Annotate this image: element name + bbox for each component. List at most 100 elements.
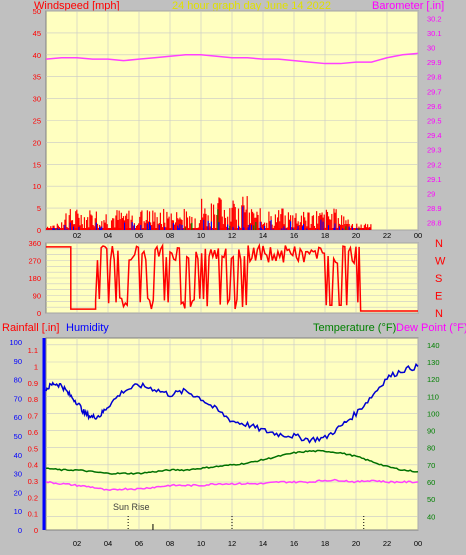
- dewpoint-axis-label: Dew Point (°F): [396, 322, 466, 334]
- x-tick-label: 16: [290, 539, 298, 548]
- x-tick-label: 04: [104, 539, 112, 548]
- barometer-tick-label: 29.3: [427, 146, 442, 155]
- humidity-tick-label: 90: [14, 357, 22, 366]
- sunrise-label: Sun Rise: [113, 502, 150, 512]
- rainfall-tick-label: 0.2: [28, 493, 38, 502]
- x-tick-label: 20: [352, 231, 360, 240]
- humidity-tick-label: 60: [14, 413, 22, 422]
- direction-tick-label: 180: [28, 274, 41, 283]
- dewpoint-line: [45, 478, 419, 491]
- windspeed-tick-label: 40: [33, 51, 41, 60]
- windspeed-tick-label: 0: [37, 226, 41, 235]
- x-tick-label: 04: [104, 231, 112, 240]
- barometer-line: [45, 52, 419, 65]
- humidity-tick-label: 40: [14, 451, 22, 460]
- wind-time-ticks: 02 04 06 08 10 12 14 16 18 20 22 00: [73, 231, 422, 240]
- windspeed-tick-label: 10: [33, 182, 41, 191]
- temperature-tick-label: 140: [427, 341, 440, 350]
- barometer-tick-label: 29.8: [427, 73, 442, 82]
- humidity-tick-label: 10: [14, 507, 22, 516]
- rainfall-tick-label: 0.1: [28, 510, 38, 519]
- rainfall-tick-label: 1: [34, 363, 38, 372]
- temperature-tick-label: 90: [427, 427, 435, 436]
- temp-time-ticks: 02 04 06 08 10 12 14 16 18 20 22 00: [73, 539, 422, 548]
- temperature-ticks: 40 50 60 70 80 90 100 110 120 130 140: [427, 341, 440, 521]
- direction-tick-label: 270: [28, 257, 41, 266]
- temperature-line: [45, 449, 419, 475]
- x-tick-label: 12: [228, 539, 236, 548]
- barometer-tick-label: 29.9: [427, 58, 442, 67]
- barometer-tick-label: 29.4: [427, 131, 442, 140]
- x-tick-label: 08: [166, 539, 174, 548]
- rainfall-tick-label: 0.9: [28, 379, 38, 388]
- temperature-tick-label: 70: [427, 461, 435, 470]
- x-tick-label: 06: [135, 231, 143, 240]
- humidity-tick-label: 30: [14, 470, 22, 479]
- temperature-tick-label: 40: [427, 512, 435, 521]
- barometer-axis-label: Barometer [.in]: [372, 0, 444, 12]
- rainfall-tick-label: 0.8: [28, 395, 38, 404]
- compass-label: W: [435, 256, 446, 268]
- x-tick-label: 06: [135, 539, 143, 548]
- x-tick-label: 18: [321, 539, 329, 548]
- humidity-line: [45, 362, 419, 444]
- direction-tick-label: 360: [28, 239, 41, 248]
- x-tick-label: 22: [383, 539, 391, 548]
- barometer-tick-label: 29.2: [427, 160, 442, 169]
- x-tick-label: 10: [197, 231, 205, 240]
- rainfall-axis-label: Rainfall [.in]: [2, 322, 59, 334]
- x-tick-label: 14: [259, 231, 267, 240]
- windspeed-axis-label: Windspeed [mph]: [34, 0, 120, 12]
- windspeed-tick-label: 25: [33, 117, 41, 126]
- windspeed-ticks: 0 5 10 15 20 25 30 35 40 45 50: [33, 7, 41, 235]
- windspeed-tick-label: 30: [33, 95, 41, 104]
- barometer-tick-label: 29.5: [427, 117, 442, 126]
- temperature-tick-label: 120: [427, 375, 440, 384]
- rainfall-tick-label: 1.1: [28, 346, 38, 355]
- barometer-tick-label: 30: [427, 44, 435, 53]
- rainfall-tick-label: 0.7: [28, 412, 38, 421]
- temperature-tick-label: 110: [427, 392, 439, 401]
- rainfall-tick-label: 0.6: [28, 428, 38, 437]
- compass-label: S: [435, 273, 442, 285]
- x-tick-label: 02: [73, 539, 81, 548]
- direction-tick-label: 90: [33, 292, 41, 301]
- barometer-tick-label: 28.8: [427, 219, 442, 228]
- temperature-tick-label: 130: [427, 358, 440, 367]
- barometer-ticks: 28.8 28.9 29 29.1 29.2 29.3 29.4 29.5 29.6 29.7 29…: [427, 14, 442, 227]
- wind-direction-line: [46, 242, 418, 312]
- compass-label: E: [435, 291, 442, 303]
- barometer-tick-label: 29: [427, 190, 435, 199]
- humidity-tick-label: 70: [14, 394, 22, 403]
- windspeed-tick-label: 15: [33, 160, 41, 169]
- x-tick-label: 22: [383, 231, 391, 240]
- windspeed-tick-label: 50: [33, 7, 41, 16]
- x-tick-label: 00: [414, 539, 422, 548]
- compass-label: N: [435, 308, 443, 320]
- barometer-tick-label: 29.6: [427, 102, 442, 111]
- direction-ticks: 0 90 180 270 360: [28, 239, 41, 318]
- barometer-tick-label: 29.1: [427, 175, 442, 184]
- humidity-tick-label: 50: [14, 432, 22, 441]
- x-tick-label: 02: [73, 231, 81, 240]
- humidity-tick-label: 80: [14, 376, 22, 385]
- barometer-tick-label: 28.9: [427, 204, 442, 213]
- rainfall-tick-label: 0: [34, 526, 38, 535]
- x-tick-label: 00: [414, 231, 422, 240]
- temperature-axis-label: Temperature (°F): [313, 322, 396, 334]
- rainfall-tick-label: 0.4: [28, 461, 38, 470]
- rainfall-tick-label: 0.5: [28, 444, 38, 453]
- humidity-tick-label: 0: [18, 526, 22, 535]
- x-tick-label: 12: [228, 231, 236, 240]
- humidity-tick-label: 20: [14, 488, 22, 497]
- barometer-tick-label: 29.7: [427, 87, 442, 96]
- humidity-ticks: 0 10 20 30 40 50 60 70 80 90 100: [9, 338, 22, 535]
- x-tick-label: 18: [321, 231, 329, 240]
- x-tick-label: 20: [352, 539, 360, 548]
- windspeed-tick-label: 35: [33, 73, 41, 82]
- x-tick-label: 14: [259, 539, 267, 548]
- x-tick-label: 08: [166, 231, 174, 240]
- windspeed-tick-label: 20: [33, 138, 41, 147]
- barometer-tick-label: 30.1: [427, 29, 442, 38]
